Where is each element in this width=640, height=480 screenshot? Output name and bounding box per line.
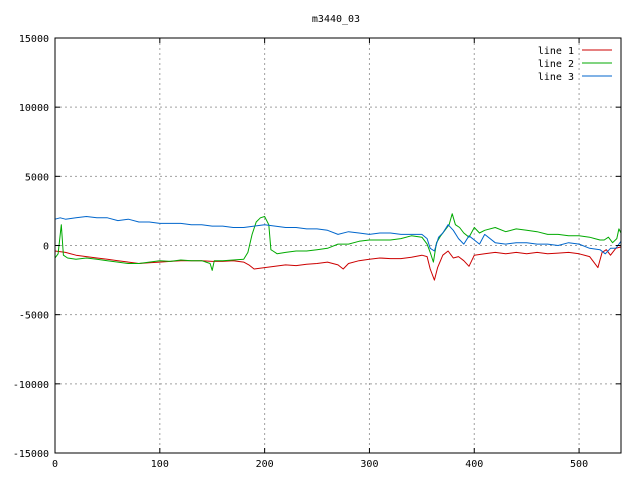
series-lines (54, 213, 622, 281)
legend: line 1 line 2 line 3 (538, 46, 612, 83)
y-tick-label: 5000 (25, 172, 49, 183)
x-tick-label: 500 (570, 459, 588, 470)
x-tick-label: 300 (360, 459, 378, 470)
legend-label: line 1 (538, 46, 574, 57)
x-tick-label: 200 (256, 459, 274, 470)
grid-lines (55, 38, 621, 453)
y-tick-label: 15000 (19, 34, 49, 45)
y-tick-label: -15000 (13, 449, 49, 460)
legend-label: line 3 (538, 72, 574, 83)
x-tick-label: 0 (52, 459, 58, 470)
series-line-2 (54, 213, 622, 271)
y-tick-label: 0 (43, 242, 49, 253)
y-tick-label: 10000 (19, 103, 49, 114)
y-tick-label: -5000 (19, 311, 49, 322)
chart-title: m3440_03 (312, 14, 360, 25)
x-tick-label: 100 (151, 459, 169, 470)
legend-label: line 2 (538, 59, 574, 70)
axis-ticks: 0 100 200 300 400 500 -15000 -10000 -5000 0 5000 10… (13, 34, 621, 470)
y-tick-label: -10000 (13, 380, 49, 391)
series-line-3 (54, 216, 622, 255)
x-tick-label: 400 (465, 459, 483, 470)
